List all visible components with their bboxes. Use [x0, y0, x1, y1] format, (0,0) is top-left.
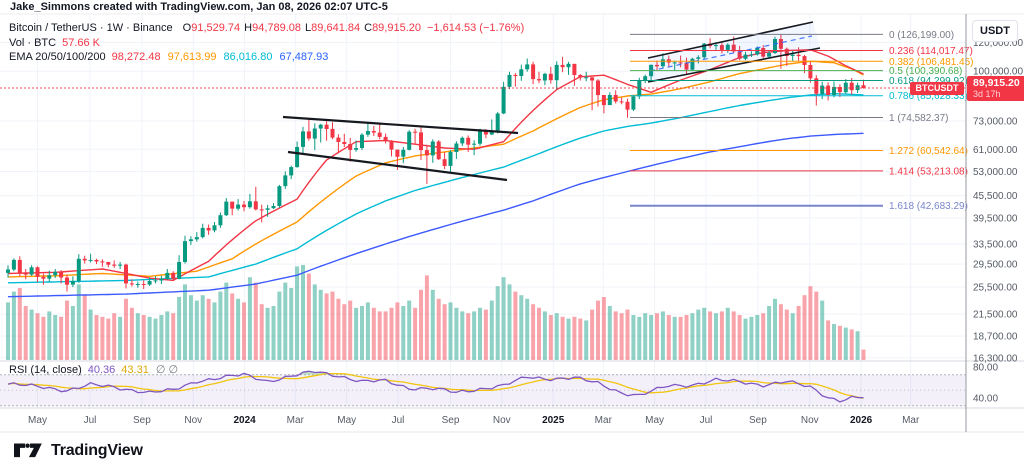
bar-countdown: 3d 17h	[973, 89, 1001, 99]
ema-legend-value: 67,487.93	[279, 51, 329, 63]
time-scale[interactable]: May Jul Sep Nov 2024 Mar May Jul Sep Nov 2025 Mar Ma…	[28, 415, 920, 426]
trend-channel-2025[interactable]	[647, 21, 821, 83]
svg-text:Nov: Nov	[493, 415, 511, 426]
ohlc-key: H	[244, 22, 253, 34]
svg-text:Nov: Nov	[184, 415, 202, 426]
svg-text:Sep: Sep	[749, 415, 767, 426]
svg-text:39,500.00: 39,500.00	[973, 214, 1018, 225]
svg-text:2025: 2025	[542, 415, 565, 426]
last-price-value: 89,915.20	[973, 77, 1020, 89]
ema-200-line	[7, 132, 864, 298]
trend-channel-2024[interactable]	[282, 115, 519, 182]
footer-bar: TradingView	[0, 433, 1024, 473]
ohlc-key: O	[182, 22, 192, 34]
svg-text:45,500.00: 45,500.00	[973, 191, 1018, 202]
svg-text:53,000.00: 53,000.00	[973, 167, 1018, 178]
svg-text:29,500.00: 29,500.00	[973, 260, 1018, 271]
chart-legend: Bitcoin / TetherUS · 1W · Binance O91,529…	[9, 21, 524, 65]
ohlc-value: 89,641.84	[311, 22, 361, 34]
rsi-ma-line	[7, 372, 864, 399]
svg-text:Jul: Jul	[700, 415, 713, 426]
ema-legend-value: 98,272.48	[111, 51, 161, 63]
svg-text:21,500.00: 21,500.00	[973, 310, 1018, 321]
currency-toggle-button[interactable]: USDT	[972, 20, 1018, 42]
ema-label: EMA 20/50/100/200	[9, 51, 106, 63]
svg-text:May: May	[28, 415, 47, 426]
ohlc-value: 91,529.74	[191, 22, 241, 34]
legend-volume-row[interactable]: Vol · BTC 57.66 K	[9, 36, 524, 50]
legend-ema-row[interactable]: EMA 20/50/100/200 98,272.48 97,613.99 86,01…	[9, 50, 524, 64]
tradingview-logo-icon	[14, 443, 42, 458]
legend-symbol-row[interactable]: Bitcoin / TetherUS · 1W · Binance O91,529…	[9, 21, 524, 35]
ohlc-value: 94,789.08	[252, 22, 302, 34]
rsi-line	[7, 370, 864, 403]
volume-layer	[6, 265, 866, 360]
rsi-legend-row[interactable]: RSI (14, close) 40.36 43.31 ∅ ∅	[9, 363, 178, 376]
ema-50-line	[7, 60, 864, 278]
svg-text:Mar: Mar	[287, 415, 305, 426]
svg-text:18,700.00: 18,700.00	[973, 332, 1018, 343]
svg-text:100,000.00: 100,000.00	[973, 67, 1023, 78]
rsi-label: RSI (14, close)	[9, 364, 82, 376]
ema-legend-value: 97,613.99	[167, 51, 217, 63]
price-scale[interactable]: 120,000.00 100,000.00 73,000.00 61,000.00 53…	[973, 38, 1023, 405]
ohlc-key: L	[305, 22, 312, 34]
ohlc-values: O91,529.74 H94,789.08 L89,641.84 C89,915.20	[179, 22, 421, 34]
svg-text:61,000.00: 61,000.00	[973, 145, 1018, 156]
symbol-price-tag: BTCUSDT	[910, 82, 964, 95]
rsi-value: 40.36	[87, 364, 116, 376]
candles-layer	[6, 34, 866, 292]
fib-label-0.236: 0.236 (114,017.47)	[889, 46, 973, 57]
svg-text:16,300.00: 16,300.00	[973, 353, 1018, 364]
change-value: −1,614.53 (−1.76%)	[427, 22, 525, 34]
svg-text:Sep: Sep	[442, 415, 460, 426]
fib-label-1.618: 1.618 (42,683.29)	[889, 201, 968, 212]
ohlc-value: 89,915.20	[372, 22, 421, 34]
fib-label-0: 0 (126,199.00)	[889, 30, 954, 41]
symbol-title: Bitcoin / TetherUS · 1W · Binance	[9, 22, 173, 34]
fib-label-0.786: 0.786 (85,628.33)	[889, 91, 968, 102]
svg-text:25,500.00: 25,500.00	[973, 283, 1018, 294]
fib-retracement[interactable]: 0 (126,199.00) 0.236 (114,017.47)0.382 (1…	[630, 30, 974, 212]
svg-text:2024: 2024	[233, 415, 256, 426]
svg-text:May: May	[645, 415, 664, 426]
svg-text:120,000.00: 120,000.00	[973, 38, 1023, 49]
ema-values: 98,272.48 97,613.99 86,016.80 67,487.93	[112, 51, 336, 63]
ema-legend-value: 86,016.80	[223, 51, 273, 63]
svg-text:Mar: Mar	[595, 415, 613, 426]
svg-text:73,000.00: 73,000.00	[973, 116, 1018, 127]
svg-text:40.00: 40.00	[973, 394, 998, 405]
tradingview-brand-link[interactable]: TradingView	[14, 442, 143, 460]
last-price-badge[interactable]: 89,915.20 3d 17h	[967, 76, 1024, 101]
svg-text:2026: 2026	[850, 415, 873, 426]
fib-label-1.272: 1.272 (60,542.64)	[889, 146, 968, 157]
fib-label-0.5: 0.5 (100,390.68)	[889, 66, 962, 77]
svg-text:Mar: Mar	[902, 415, 920, 426]
svg-text:80.00: 80.00	[973, 363, 998, 374]
tradingview-brand-text: TradingView	[51, 442, 143, 459]
svg-text:Sep: Sep	[133, 415, 151, 426]
ema-20-line	[7, 49, 864, 282]
attribution-header: Jake_Simmons created with TradingView.co…	[10, 1, 388, 13]
svg-text:Jul: Jul	[392, 415, 405, 426]
fib-label-1: 1 (74,582.37)	[889, 113, 949, 124]
volume-value: 57.66 K	[62, 36, 100, 49]
ohlc-key: C	[364, 22, 373, 34]
svg-text:Jul: Jul	[84, 415, 97, 426]
svg-text:33,500.00: 33,500.00	[973, 240, 1018, 251]
fib-label-0.618: 0.618 (94,299.92)	[889, 76, 968, 87]
fib-label-1.414: 1.414 (53,213.08)	[889, 166, 968, 177]
ema-100-line	[7, 92, 864, 284]
fib-label-0.382: 0.382 (106,481.45)	[889, 57, 974, 68]
svg-text:Nov: Nov	[801, 415, 819, 426]
rsi-empty-slots: ∅ ∅	[155, 364, 179, 376]
svg-text:May: May	[337, 415, 356, 426]
volume-label: Vol · BTC	[9, 36, 57, 49]
rsi-ma-value: 43.31	[121, 364, 149, 376]
